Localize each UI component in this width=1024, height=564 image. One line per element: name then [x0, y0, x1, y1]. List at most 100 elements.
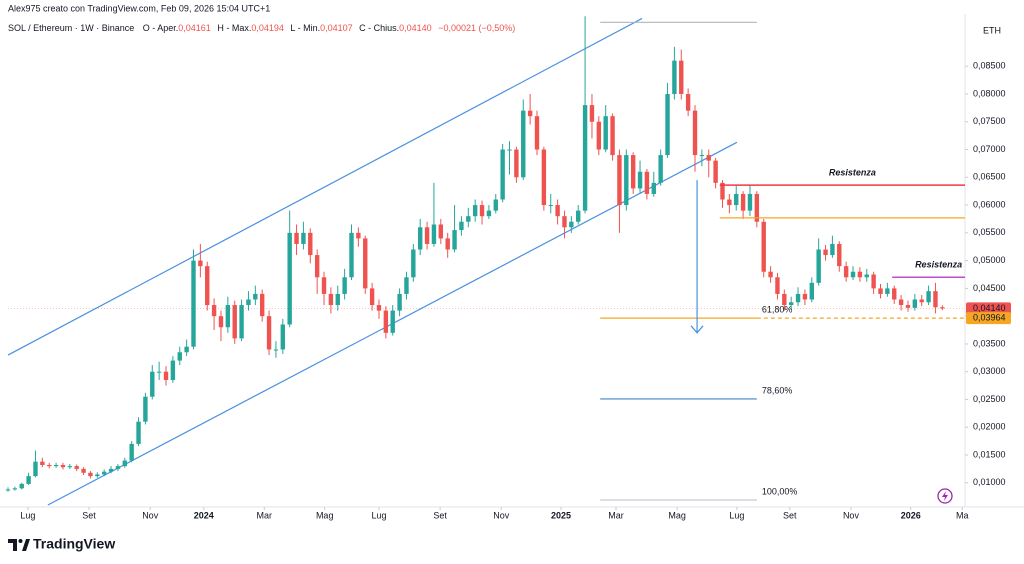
y-tick-label: 0,02500 — [973, 394, 1006, 404]
y-tick-label: 0,05500 — [973, 227, 1006, 237]
y-tick-label: 0,08500 — [973, 61, 1006, 71]
candle-body — [706, 155, 711, 161]
candle-body — [864, 274, 869, 278]
ohlc-value: 0,04140 — [399, 23, 432, 33]
y-tick-label: 0,01500 — [973, 449, 1006, 459]
alert-icon[interactable] — [937, 488, 953, 504]
y-tick-label: 0,08000 — [973, 88, 1006, 98]
candle-body — [493, 199, 498, 211]
candle-body — [108, 468, 114, 472]
candle-body — [445, 238, 450, 250]
ohlc-value: 0,04107 — [320, 23, 353, 33]
candle-body — [369, 288, 375, 306]
candle-body — [321, 277, 327, 294]
y-tick-label: 0,07500 — [973, 116, 1006, 126]
y-tick-label: 0,03000 — [973, 366, 1006, 376]
x-tick-label: Mar — [608, 510, 624, 520]
candle-body — [576, 210, 581, 222]
candle-body — [33, 461, 38, 477]
candle-body — [885, 288, 890, 294]
candle-body — [507, 149, 512, 151]
candle-body — [335, 293, 340, 306]
candle-body — [809, 282, 814, 300]
candle-body — [892, 288, 897, 300]
x-tick-label: Set — [82, 510, 96, 520]
candle-body — [218, 316, 224, 328]
candle-body — [926, 291, 931, 303]
x-tick-label: Set — [783, 510, 797, 520]
candle-body — [5, 489, 11, 491]
candle-body — [582, 105, 588, 211]
y-tick-label: 0,01000 — [973, 477, 1006, 487]
x-tick-label: Nov — [843, 510, 860, 520]
candle-body — [816, 249, 821, 283]
candle-body — [644, 171, 650, 194]
candle-body — [95, 474, 100, 477]
candle-body — [850, 271, 856, 278]
candle-body — [802, 293, 808, 300]
candle-body — [651, 182, 656, 194]
candle-body — [782, 293, 787, 306]
candle-body — [679, 60, 684, 94]
candle-body — [163, 371, 169, 381]
candle-body — [940, 307, 945, 309]
candle-body — [521, 110, 526, 178]
x-tick-label: Nov — [493, 510, 510, 520]
candle-body — [871, 274, 876, 289]
candle-body — [349, 232, 354, 278]
price-box — [966, 312, 1011, 325]
ohlc-label: C - Chius. — [359, 23, 399, 33]
candle-body — [452, 230, 457, 250]
alert-bolt — [942, 491, 948, 501]
candle-body — [363, 238, 368, 289]
candle-body — [617, 155, 622, 206]
candle-body — [253, 293, 258, 300]
candle-body — [266, 316, 272, 350]
candle-body — [411, 249, 416, 278]
price-label: 0,03964 — [973, 313, 1006, 323]
level-label: Resistenza — [915, 260, 962, 270]
candle-body — [246, 299, 251, 306]
candle-body — [397, 293, 402, 311]
candle-body — [699, 155, 705, 157]
candle-body — [47, 465, 52, 467]
candle-body — [81, 468, 86, 473]
candle-body — [905, 305, 911, 308]
candle-body — [919, 299, 924, 303]
logo-part — [22, 539, 30, 551]
candle-body — [624, 155, 629, 206]
candle-body — [287, 232, 292, 325]
level-label: Resistenza — [829, 167, 876, 177]
candle-body — [630, 155, 636, 189]
candle-body — [150, 371, 155, 397]
candle-body — [67, 466, 73, 468]
currency: ETH — [983, 25, 1001, 35]
candle-body — [830, 243, 835, 256]
candle-body — [569, 221, 574, 228]
candle-body — [754, 193, 760, 222]
candle-body — [857, 271, 863, 278]
candle-body — [459, 221, 464, 231]
candle-body — [740, 193, 746, 211]
candle-body — [466, 216, 471, 222]
candle-body — [548, 205, 553, 207]
candle-body — [211, 305, 217, 317]
candle-body — [74, 466, 79, 469]
y-tick-label: 0,05000 — [973, 255, 1006, 265]
candle-body — [342, 277, 347, 294]
candle-body — [12, 488, 18, 490]
candle-body — [788, 302, 794, 306]
candle-body — [747, 193, 753, 211]
brand: TradingView — [33, 536, 115, 552]
candle-body — [596, 121, 602, 150]
x-tick-label: 2026 — [901, 510, 921, 520]
x-tick-label: Mar — [257, 510, 273, 520]
candle-body — [527, 110, 533, 117]
candle-body — [912, 299, 918, 308]
x-tick-label: Mag — [316, 510, 334, 520]
ohlc-label: H - Max. — [217, 23, 251, 33]
candle-body — [101, 471, 107, 475]
candle-body — [795, 293, 801, 303]
candle-body — [170, 360, 176, 381]
candle-body — [768, 271, 773, 278]
